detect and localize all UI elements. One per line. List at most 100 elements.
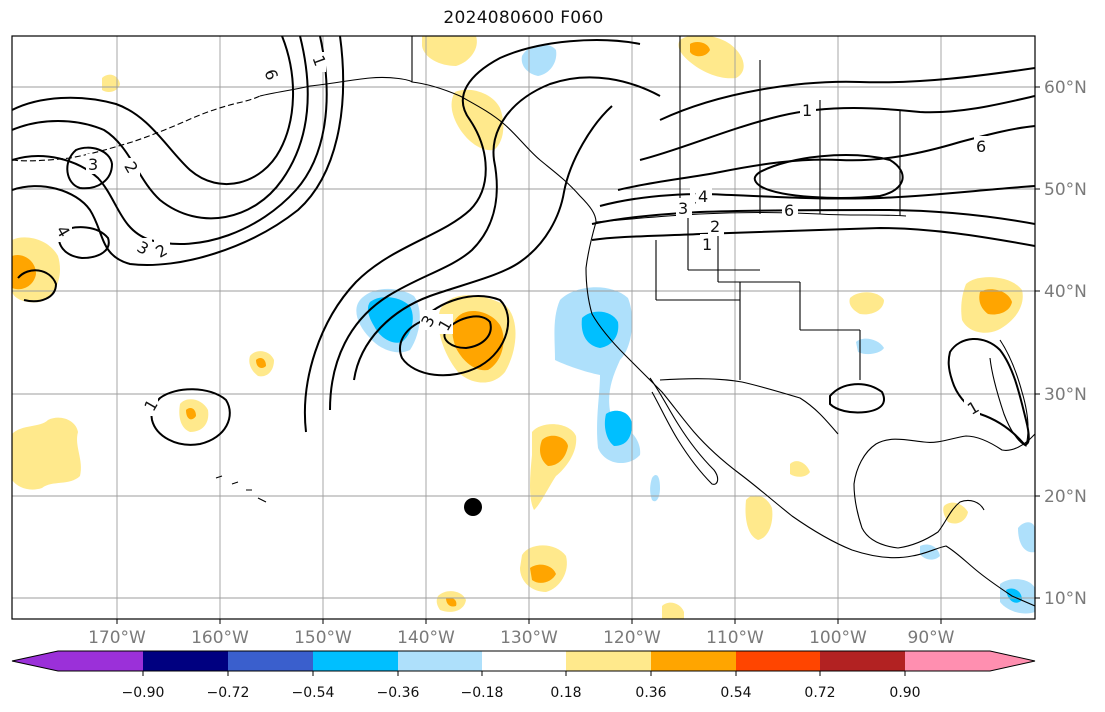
contour-label: 4 <box>698 187 708 206</box>
negative-anomaly-area <box>521 44 557 76</box>
colorbar-segment <box>905 651 990 671</box>
contour-line <box>12 36 345 266</box>
longitude-label: 130°W <box>500 628 558 648</box>
yucatan-coastline <box>897 499 985 549</box>
latitude-label: 30°N <box>1044 385 1087 405</box>
longitude-label: 150°W <box>294 628 352 648</box>
colorbar-segment <box>651 651 736 671</box>
positive-anomaly-core <box>690 42 710 57</box>
colorbar-segment <box>313 651 398 671</box>
colorbar-segment <box>398 651 482 671</box>
contour-line <box>617 125 1035 191</box>
positive-anomaly-area <box>12 417 81 490</box>
latitude-label: 60°N <box>1044 78 1087 98</box>
colorbar-segment <box>58 651 143 671</box>
longitude-label: 170°W <box>88 628 146 648</box>
longitude-label: 100°W <box>809 628 867 648</box>
us-canada-border <box>595 211 907 223</box>
contour-line <box>12 36 294 185</box>
contour-label: 1 <box>802 101 812 120</box>
positive-anomaly-core <box>446 597 457 607</box>
positive-anomaly-area <box>943 502 968 524</box>
colorbar-tick-label: −0.72 <box>207 685 250 701</box>
storm-center-marker <box>464 498 482 516</box>
positive-anomaly-core <box>979 289 1012 315</box>
colorbar-tick-label: −0.18 <box>461 685 504 701</box>
contour-line <box>639 95 1035 161</box>
contour-label: 1 <box>702 235 712 254</box>
contour-label: 3 <box>678 199 688 218</box>
positive-anomaly-core <box>256 358 266 368</box>
baja-coastline <box>649 377 719 485</box>
longitude-label: 140°W <box>397 628 455 648</box>
contour-line <box>329 76 661 411</box>
positive-anomaly-area <box>849 292 884 315</box>
longitude-axis: 170°W 160°W 150°W 140°W 130°W 120°W 110°… <box>88 619 955 648</box>
negative-anomaly-core <box>581 311 619 348</box>
hawaii-islands <box>215 475 267 503</box>
contour-line <box>753 154 904 199</box>
negative-anomaly-area <box>1018 522 1035 553</box>
alaska-coastline <box>259 76 413 97</box>
colorbar-extend-max <box>990 651 1035 671</box>
longitude-label: 90°W <box>908 628 955 648</box>
longitude-label: 110°W <box>706 628 764 648</box>
gulf-coastline <box>853 433 1035 549</box>
colorbar-segment <box>566 651 651 671</box>
colorbar-tick-label: −0.36 <box>377 685 420 701</box>
negative-anomaly-area <box>554 287 641 464</box>
contour-line <box>599 185 1035 207</box>
north-america-coastline <box>411 36 1035 607</box>
colorbar-extend-min <box>12 651 58 671</box>
colorbar-segment <box>143 651 228 671</box>
colorbar-tick-label: 0.18 <box>550 685 581 701</box>
longitude-label: 160°W <box>191 628 249 648</box>
negative-anomaly-area <box>856 338 884 355</box>
us-mexico-border <box>659 378 839 435</box>
colorbar-segment <box>228 651 313 671</box>
positive-anomaly-area <box>102 74 120 92</box>
contour-label: 2 <box>710 217 720 236</box>
latitude-label: 50°N <box>1044 180 1087 200</box>
contour-label: 6 <box>784 201 794 220</box>
positive-anomaly-area <box>662 602 684 619</box>
canada-province-border <box>679 36 901 216</box>
contour-line <box>399 295 510 377</box>
latitude-label: 10°N <box>1044 589 1087 609</box>
colorbar-tick-label: 0.36 <box>635 685 666 701</box>
contour-line <box>58 226 110 260</box>
contour-line <box>66 146 114 190</box>
colorbar-segment <box>820 651 905 671</box>
contour-line <box>443 315 492 350</box>
contour-line <box>12 36 328 245</box>
negative-anomaly-area <box>920 544 940 560</box>
longitude-label: 120°W <box>603 628 661 648</box>
positive-anomaly-area <box>745 495 773 540</box>
state-border <box>655 216 861 380</box>
contour-line <box>591 226 1035 247</box>
colorbar-tick-label: −0.90 <box>122 685 165 701</box>
colorbar-outline <box>11 650 1036 672</box>
contour-line <box>304 39 641 433</box>
positive-anomaly-area <box>451 89 504 151</box>
map-frame <box>11 35 1036 620</box>
positive-anomaly-core <box>186 408 196 420</box>
negative-anomaly-area <box>650 475 660 502</box>
positive-anomaly-area <box>422 36 477 66</box>
positive-anomaly-core <box>530 564 556 583</box>
positive-anomaly-area <box>790 461 810 477</box>
contour-line <box>12 36 309 220</box>
contour-line <box>353 105 613 381</box>
colorbar-tick-label: −0.54 <box>292 685 335 701</box>
florida-coastline <box>989 339 1029 447</box>
map-title: 2024080600 F060 <box>443 8 604 28</box>
coastlines <box>12 36 1035 607</box>
contour-line <box>17 269 58 303</box>
contour-labels: 1 6 3 2 3 4 2 3 1 3 1 2 3 4 6 1 6 1 1 <box>52 52 990 419</box>
graticule <box>12 36 1035 619</box>
latitude-label: 20°N <box>1044 487 1087 507</box>
contour-line <box>829 383 885 414</box>
latitude-label: 40°N <box>1044 282 1087 302</box>
latitude-axis: 60°N 50°N 40°N 30°N 20°N 10°N <box>1035 78 1087 609</box>
colorbar-segment <box>482 651 566 671</box>
